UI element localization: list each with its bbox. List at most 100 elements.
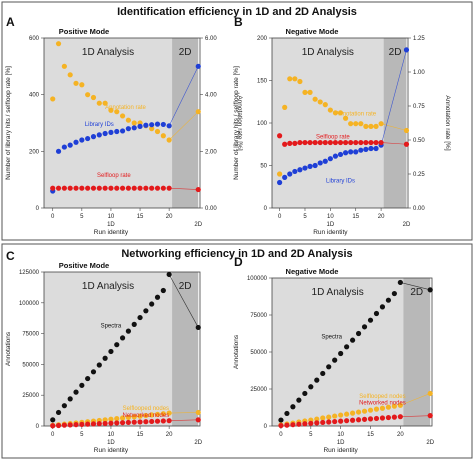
data-point	[297, 139, 303, 146]
bottom-section-frame	[1, 243, 473, 459]
x-tick-label: 10	[108, 432, 115, 438]
region-label-1d: 1D Analysis	[302, 47, 354, 58]
data-point	[296, 421, 302, 427]
data-point	[154, 185, 161, 191]
series-connector	[169, 187, 199, 190]
data-point	[278, 422, 284, 429]
data-point	[90, 369, 97, 375]
x-tick-label: 20	[166, 432, 173, 438]
data-point	[108, 107, 114, 113]
panel-d: 1D Analysis 2D D Negative Mode 0 25000 50000 75…	[233, 255, 435, 454]
y2-tick-label: 2.00	[205, 149, 217, 155]
region-2d	[403, 278, 431, 426]
data-point	[278, 417, 284, 423]
data-point	[73, 389, 79, 395]
data-point	[143, 185, 149, 191]
x-axis-label: Run identity	[94, 229, 129, 236]
data-point	[314, 416, 320, 422]
region-1d	[272, 278, 404, 426]
data-point	[96, 132, 102, 138]
data-point	[337, 110, 344, 116]
data-point	[338, 350, 344, 357]
series-label: Selflooped nodes	[359, 394, 405, 400]
data-point	[61, 144, 67, 150]
panel-title: Negative Mode	[286, 267, 339, 276]
x-tick-label: 0	[51, 432, 55, 438]
data-point	[96, 185, 102, 191]
data-point	[149, 185, 155, 191]
series-connector	[168, 66, 199, 126]
data-point	[342, 139, 349, 146]
series-connector	[168, 274, 199, 328]
data-point	[287, 171, 293, 177]
x-sublabel-2d: 2D	[426, 440, 434, 446]
data-point	[367, 317, 374, 323]
data-point	[277, 171, 283, 177]
data-point	[358, 147, 364, 153]
data-point	[195, 63, 201, 69]
y-axis-label: Annotations	[233, 334, 240, 369]
data-point	[195, 109, 201, 115]
data-point	[90, 421, 97, 427]
data-point	[307, 89, 313, 95]
data-point	[282, 141, 288, 147]
data-point	[114, 342, 120, 348]
data-point	[90, 94, 97, 101]
data-point	[373, 406, 380, 412]
data-point	[166, 185, 172, 191]
y2-axis-label: Annotation rate [%]	[444, 95, 451, 150]
data-point	[50, 417, 56, 423]
data-point	[342, 150, 349, 156]
data-point	[368, 139, 374, 146]
data-point	[114, 109, 120, 115]
panel-letter: A	[6, 15, 15, 29]
data-point	[114, 420, 120, 426]
y2-tick-label: 1.00	[413, 70, 425, 76]
data-point	[195, 186, 201, 193]
data-point	[337, 139, 344, 146]
data-point	[355, 330, 362, 337]
data-point	[284, 422, 290, 428]
data-point	[102, 420, 108, 427]
x-tick-label: 20	[166, 214, 173, 220]
data-point	[195, 409, 201, 416]
data-point	[358, 139, 364, 146]
data-point	[378, 121, 384, 127]
x-sublabel-2d: 2D	[194, 440, 202, 446]
data-point	[338, 418, 344, 424]
x-sublabel-1d: 1D	[337, 440, 345, 446]
data-point	[363, 123, 369, 129]
x-tick-label: 10	[337, 432, 344, 438]
data-point	[391, 290, 397, 297]
data-point	[154, 128, 161, 135]
panel-letter: C	[6, 249, 15, 263]
y-tick-label: 50000	[22, 362, 39, 368]
data-point	[373, 415, 380, 422]
data-point	[131, 185, 137, 191]
data-point	[108, 129, 114, 135]
data-point	[90, 134, 97, 140]
data-point	[302, 89, 308, 95]
data-point	[119, 185, 126, 191]
y-tick-label: 50000	[250, 350, 267, 356]
data-point	[131, 321, 137, 327]
y-tick-label: 0	[264, 206, 268, 212]
data-point	[67, 396, 73, 402]
region-label-1d: 1D Analysis	[82, 47, 134, 58]
data-point	[119, 128, 126, 134]
series-label: Library IDs	[326, 179, 355, 185]
region-label-1d: 1D Analysis	[312, 287, 364, 298]
data-point	[73, 422, 79, 428]
data-point	[102, 417, 108, 423]
data-point	[397, 279, 403, 286]
data-point	[327, 107, 333, 113]
data-point	[307, 163, 313, 169]
data-point	[119, 420, 126, 426]
data-point	[108, 416, 114, 422]
data-point	[348, 149, 354, 155]
data-point	[302, 421, 308, 427]
panel-title: Positive Mode	[59, 261, 109, 270]
data-point	[131, 419, 137, 425]
data-point	[96, 421, 102, 427]
